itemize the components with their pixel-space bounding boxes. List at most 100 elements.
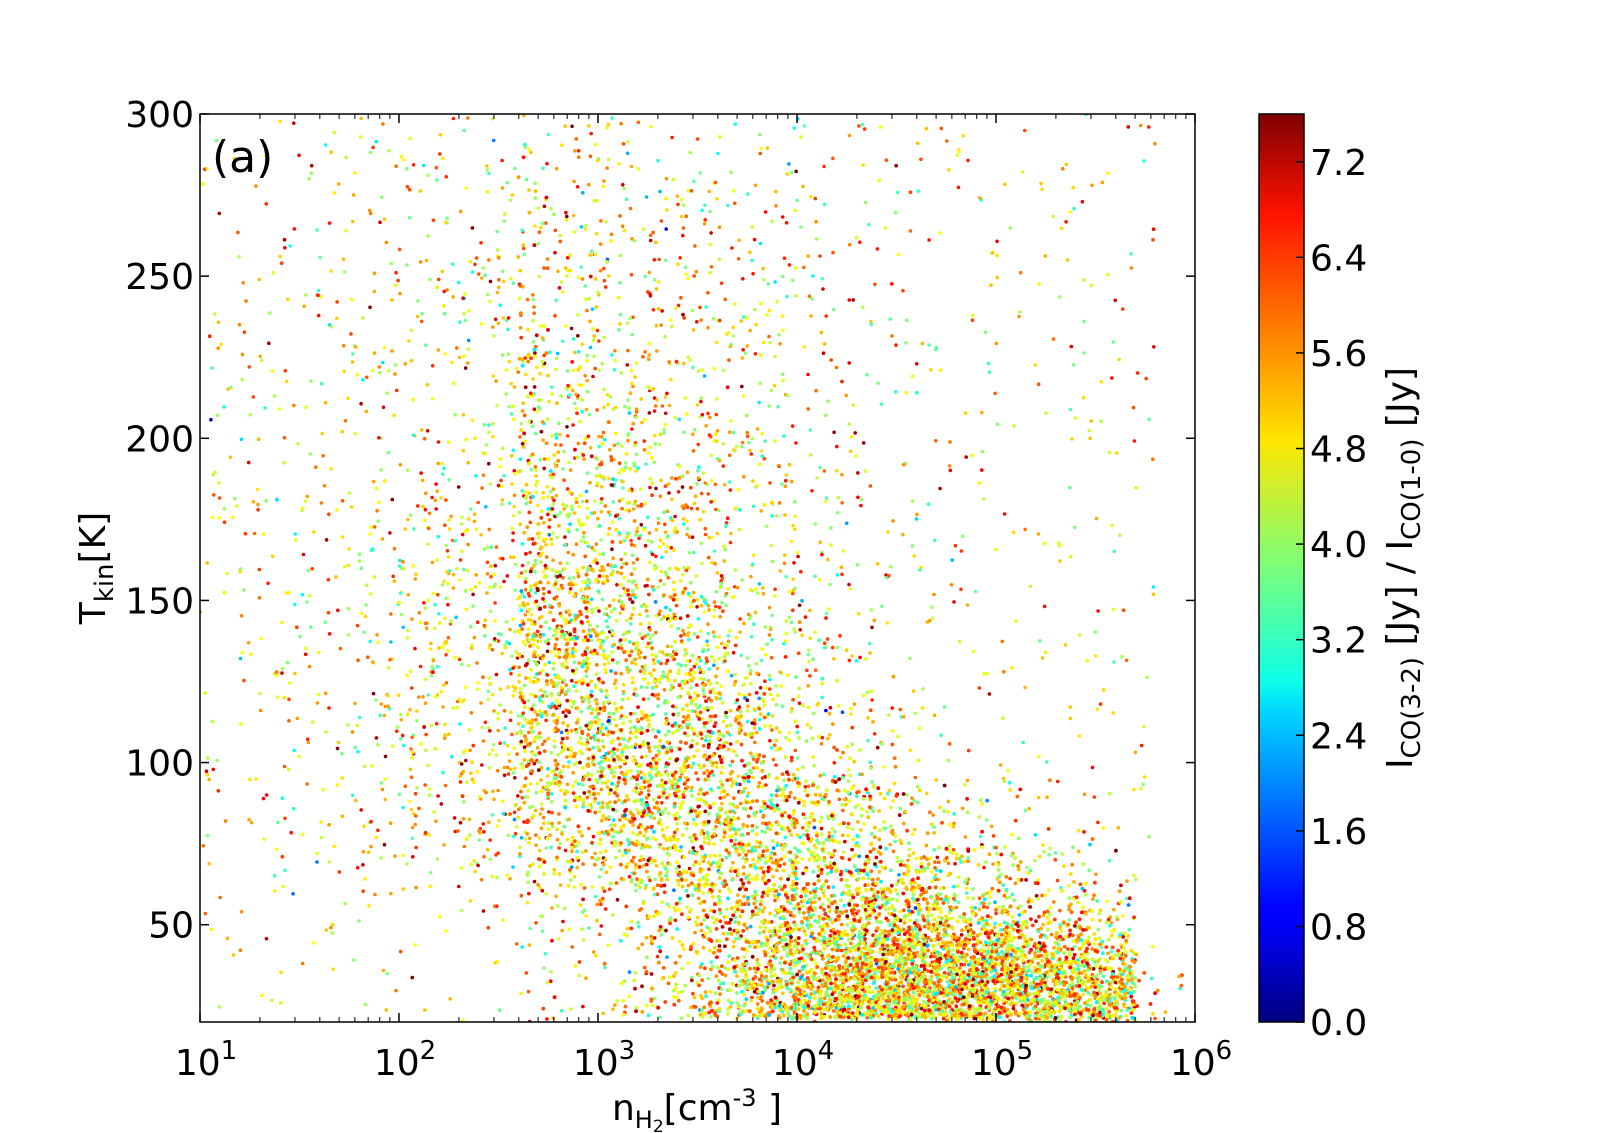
data-point xyxy=(461,769,466,774)
data-point xyxy=(383,754,388,759)
data-point xyxy=(491,138,496,143)
data-point xyxy=(867,641,872,646)
data-point xyxy=(890,897,895,901)
data-point xyxy=(599,538,603,542)
data-point xyxy=(469,507,473,511)
data-point xyxy=(750,225,754,229)
data-point xyxy=(616,646,621,650)
data-point xyxy=(590,610,594,615)
data-point xyxy=(278,254,282,259)
data-point xyxy=(712,659,717,663)
data-point xyxy=(683,679,687,683)
data-point xyxy=(624,452,629,456)
data-point xyxy=(980,468,984,472)
data-point xyxy=(1153,141,1157,146)
data-point xyxy=(1044,760,1049,764)
data-point xyxy=(495,403,499,408)
data-point xyxy=(571,784,575,788)
data-point xyxy=(455,346,459,350)
data-point xyxy=(1111,711,1116,715)
data-point xyxy=(496,851,500,855)
data-point xyxy=(519,789,523,794)
data-point xyxy=(546,736,551,741)
data-point xyxy=(430,560,435,565)
data-point xyxy=(632,238,637,243)
data-point xyxy=(558,239,563,244)
data-point xyxy=(896,859,900,864)
data-point xyxy=(293,532,298,536)
data-point xyxy=(408,767,413,772)
data-point xyxy=(270,554,275,559)
data-point xyxy=(500,484,504,489)
data-point xyxy=(583,227,587,231)
data-point xyxy=(751,757,756,762)
data-point xyxy=(443,783,448,788)
data-point xyxy=(595,624,600,629)
data-point xyxy=(654,486,658,491)
data-point xyxy=(947,849,951,853)
data-point xyxy=(717,939,722,944)
data-point xyxy=(755,958,760,962)
data-point xyxy=(441,472,445,477)
data-point xyxy=(607,274,611,278)
data-point xyxy=(450,360,454,365)
data-point xyxy=(846,768,851,772)
data-point xyxy=(417,611,422,615)
data-point xyxy=(512,469,517,473)
data-point xyxy=(576,275,581,280)
data-point xyxy=(765,313,769,317)
data-point xyxy=(482,854,486,859)
data-point xyxy=(731,650,736,655)
data-point xyxy=(380,787,385,792)
data-point xyxy=(1007,895,1012,899)
data-point xyxy=(361,889,366,893)
data-point xyxy=(648,628,652,632)
data-point xyxy=(556,691,561,696)
data-point xyxy=(823,413,828,418)
data-point xyxy=(460,522,464,526)
data-point xyxy=(751,271,755,276)
data-point xyxy=(831,156,835,161)
data-point xyxy=(482,422,487,427)
data-point xyxy=(513,803,517,808)
data-point xyxy=(692,598,696,603)
data-point xyxy=(558,233,563,238)
data-point xyxy=(462,567,466,572)
data-point xyxy=(760,821,765,825)
data-point xyxy=(518,268,523,273)
data-point xyxy=(955,919,960,924)
data-point xyxy=(719,281,724,286)
data-point xyxy=(684,214,688,218)
data-point xyxy=(573,642,578,646)
data-point xyxy=(263,406,267,410)
data-point xyxy=(588,345,593,350)
data-point xyxy=(686,1013,690,1018)
data-point xyxy=(716,151,720,156)
data-point xyxy=(686,355,691,359)
data-point xyxy=(1010,666,1014,670)
data-point xyxy=(444,929,448,933)
data-point xyxy=(959,860,963,864)
data-point xyxy=(438,621,442,625)
data-point xyxy=(1132,787,1136,792)
data-point xyxy=(857,124,861,128)
data-point xyxy=(789,930,794,934)
data-point xyxy=(579,539,584,543)
data-point xyxy=(471,604,475,608)
data-point xyxy=(403,784,408,788)
data-point xyxy=(660,555,664,560)
data-point xyxy=(961,133,966,138)
data-point xyxy=(713,691,717,695)
data-point xyxy=(1105,272,1110,277)
data-point xyxy=(938,486,942,491)
data-point xyxy=(374,736,379,740)
data-point xyxy=(782,434,786,439)
data-point xyxy=(442,579,446,584)
data-point xyxy=(342,369,347,374)
data-point xyxy=(840,572,844,577)
data-point xyxy=(260,993,264,998)
data-point xyxy=(542,204,547,209)
data-point xyxy=(525,900,530,905)
data-point xyxy=(817,914,822,919)
data-point xyxy=(621,772,625,776)
